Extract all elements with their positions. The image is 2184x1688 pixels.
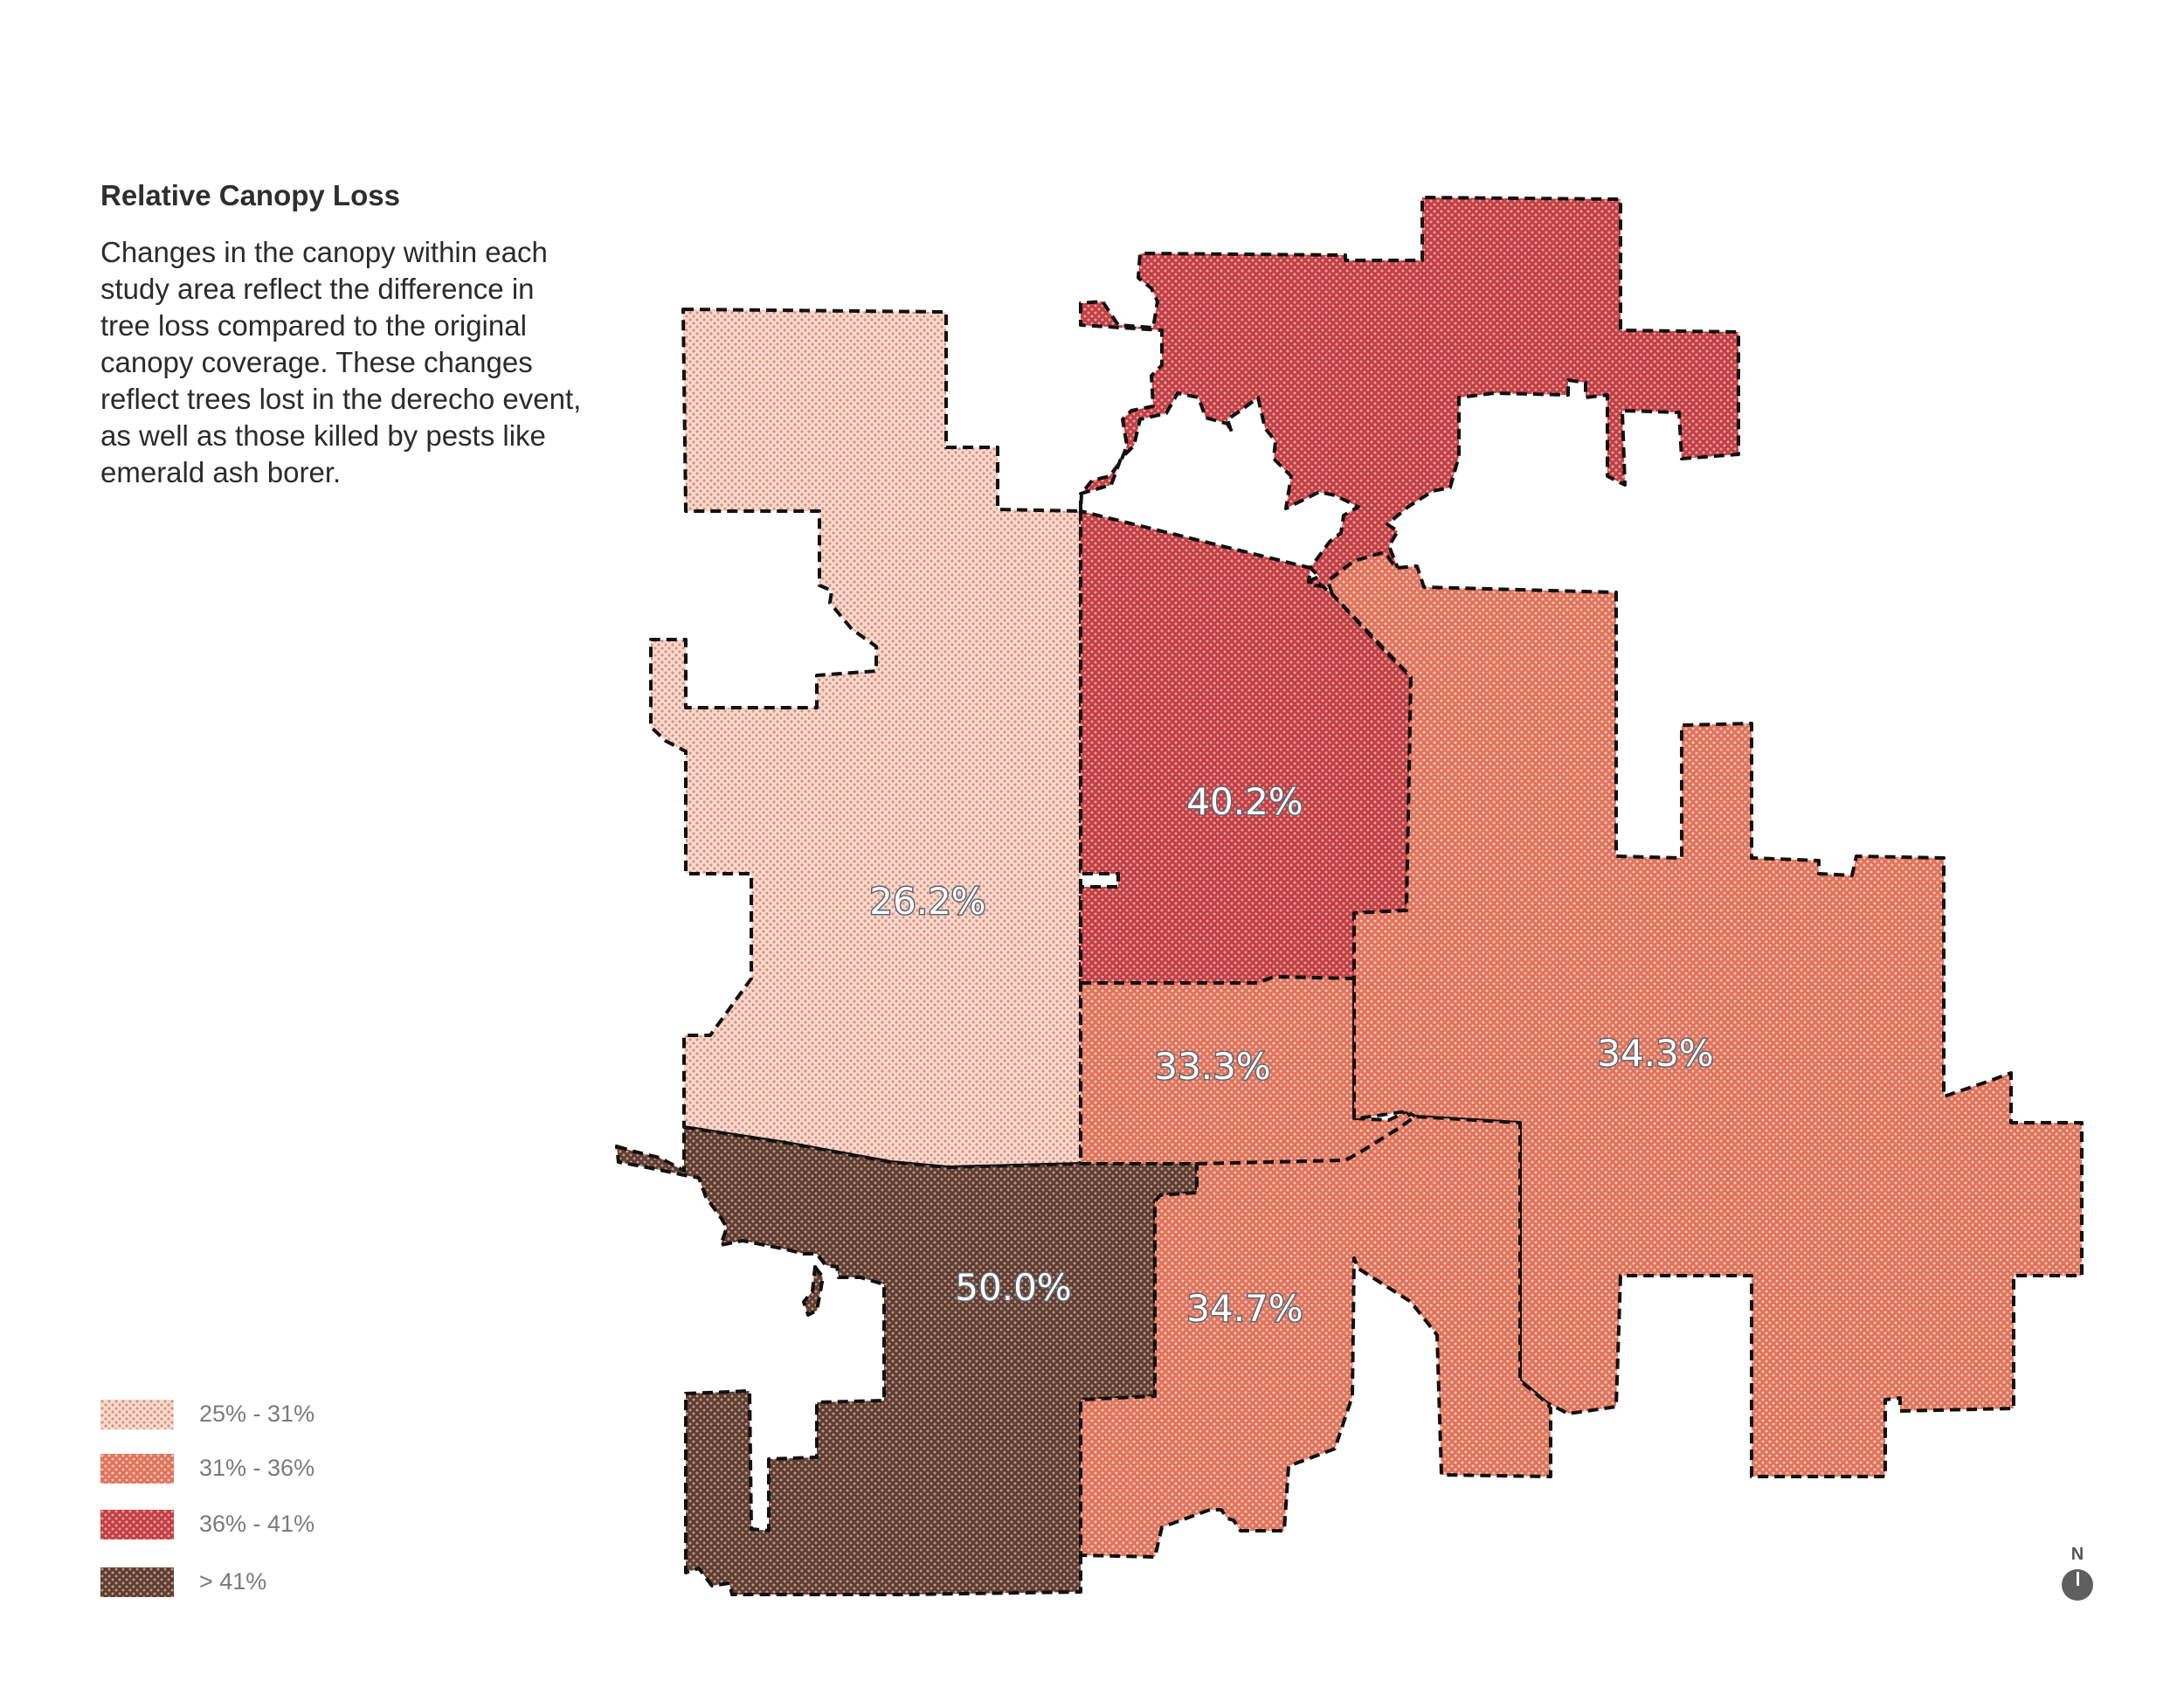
region-34-7	[1079, 1115, 1552, 1559]
region-label-26: 26.2%	[869, 880, 985, 923]
panel-description: Changes in the canopy within each study …	[100, 236, 582, 488]
north-compass-dot	[2062, 1569, 2093, 1601]
region-label-34-3: 34.3%	[1597, 1032, 1713, 1075]
legend-label-low: 25% - 31%	[199, 1401, 315, 1427]
legend-label-max: > 41%	[199, 1568, 267, 1595]
panel-title: Relative Canopy Loss	[100, 179, 400, 211]
legend-label-high: 36% - 41%	[199, 1511, 315, 1537]
north-label: N	[2070, 1545, 2084, 1564]
region-26	[649, 308, 1082, 1169]
map-regions	[615, 196, 2084, 1596]
legend-item-low: 25% - 31%	[100, 1398, 450, 1433]
legend-label-mid: 31% - 36%	[199, 1455, 315, 1481]
legend-swatch-max	[100, 1567, 174, 1597]
region-50	[615, 1125, 1199, 1596]
region-label-40: 40.2%	[1186, 780, 1303, 823]
region-label-34-7: 34.7%	[1186, 1287, 1303, 1330]
region-label-50: 50.0%	[955, 1266, 1071, 1309]
legend-swatch-low	[100, 1400, 174, 1429]
legend-item-max: > 41%	[100, 1566, 450, 1601]
legend-swatch-mid	[100, 1454, 174, 1484]
region-label-33: 33.3%	[1154, 1045, 1270, 1088]
region-40	[1079, 196, 1740, 985]
region-labels: 26.2% 40.2% 33.3% 34.3% 50.0% 34.7%	[868, 779, 1715, 1332]
legend-swatch-high	[100, 1510, 174, 1539]
north-arrow-icon: N	[2060, 1545, 2095, 1606]
legend-item-high: 36% - 41%	[100, 1508, 450, 1543]
legend-item-mid: 31% - 36%	[100, 1452, 450, 1487]
